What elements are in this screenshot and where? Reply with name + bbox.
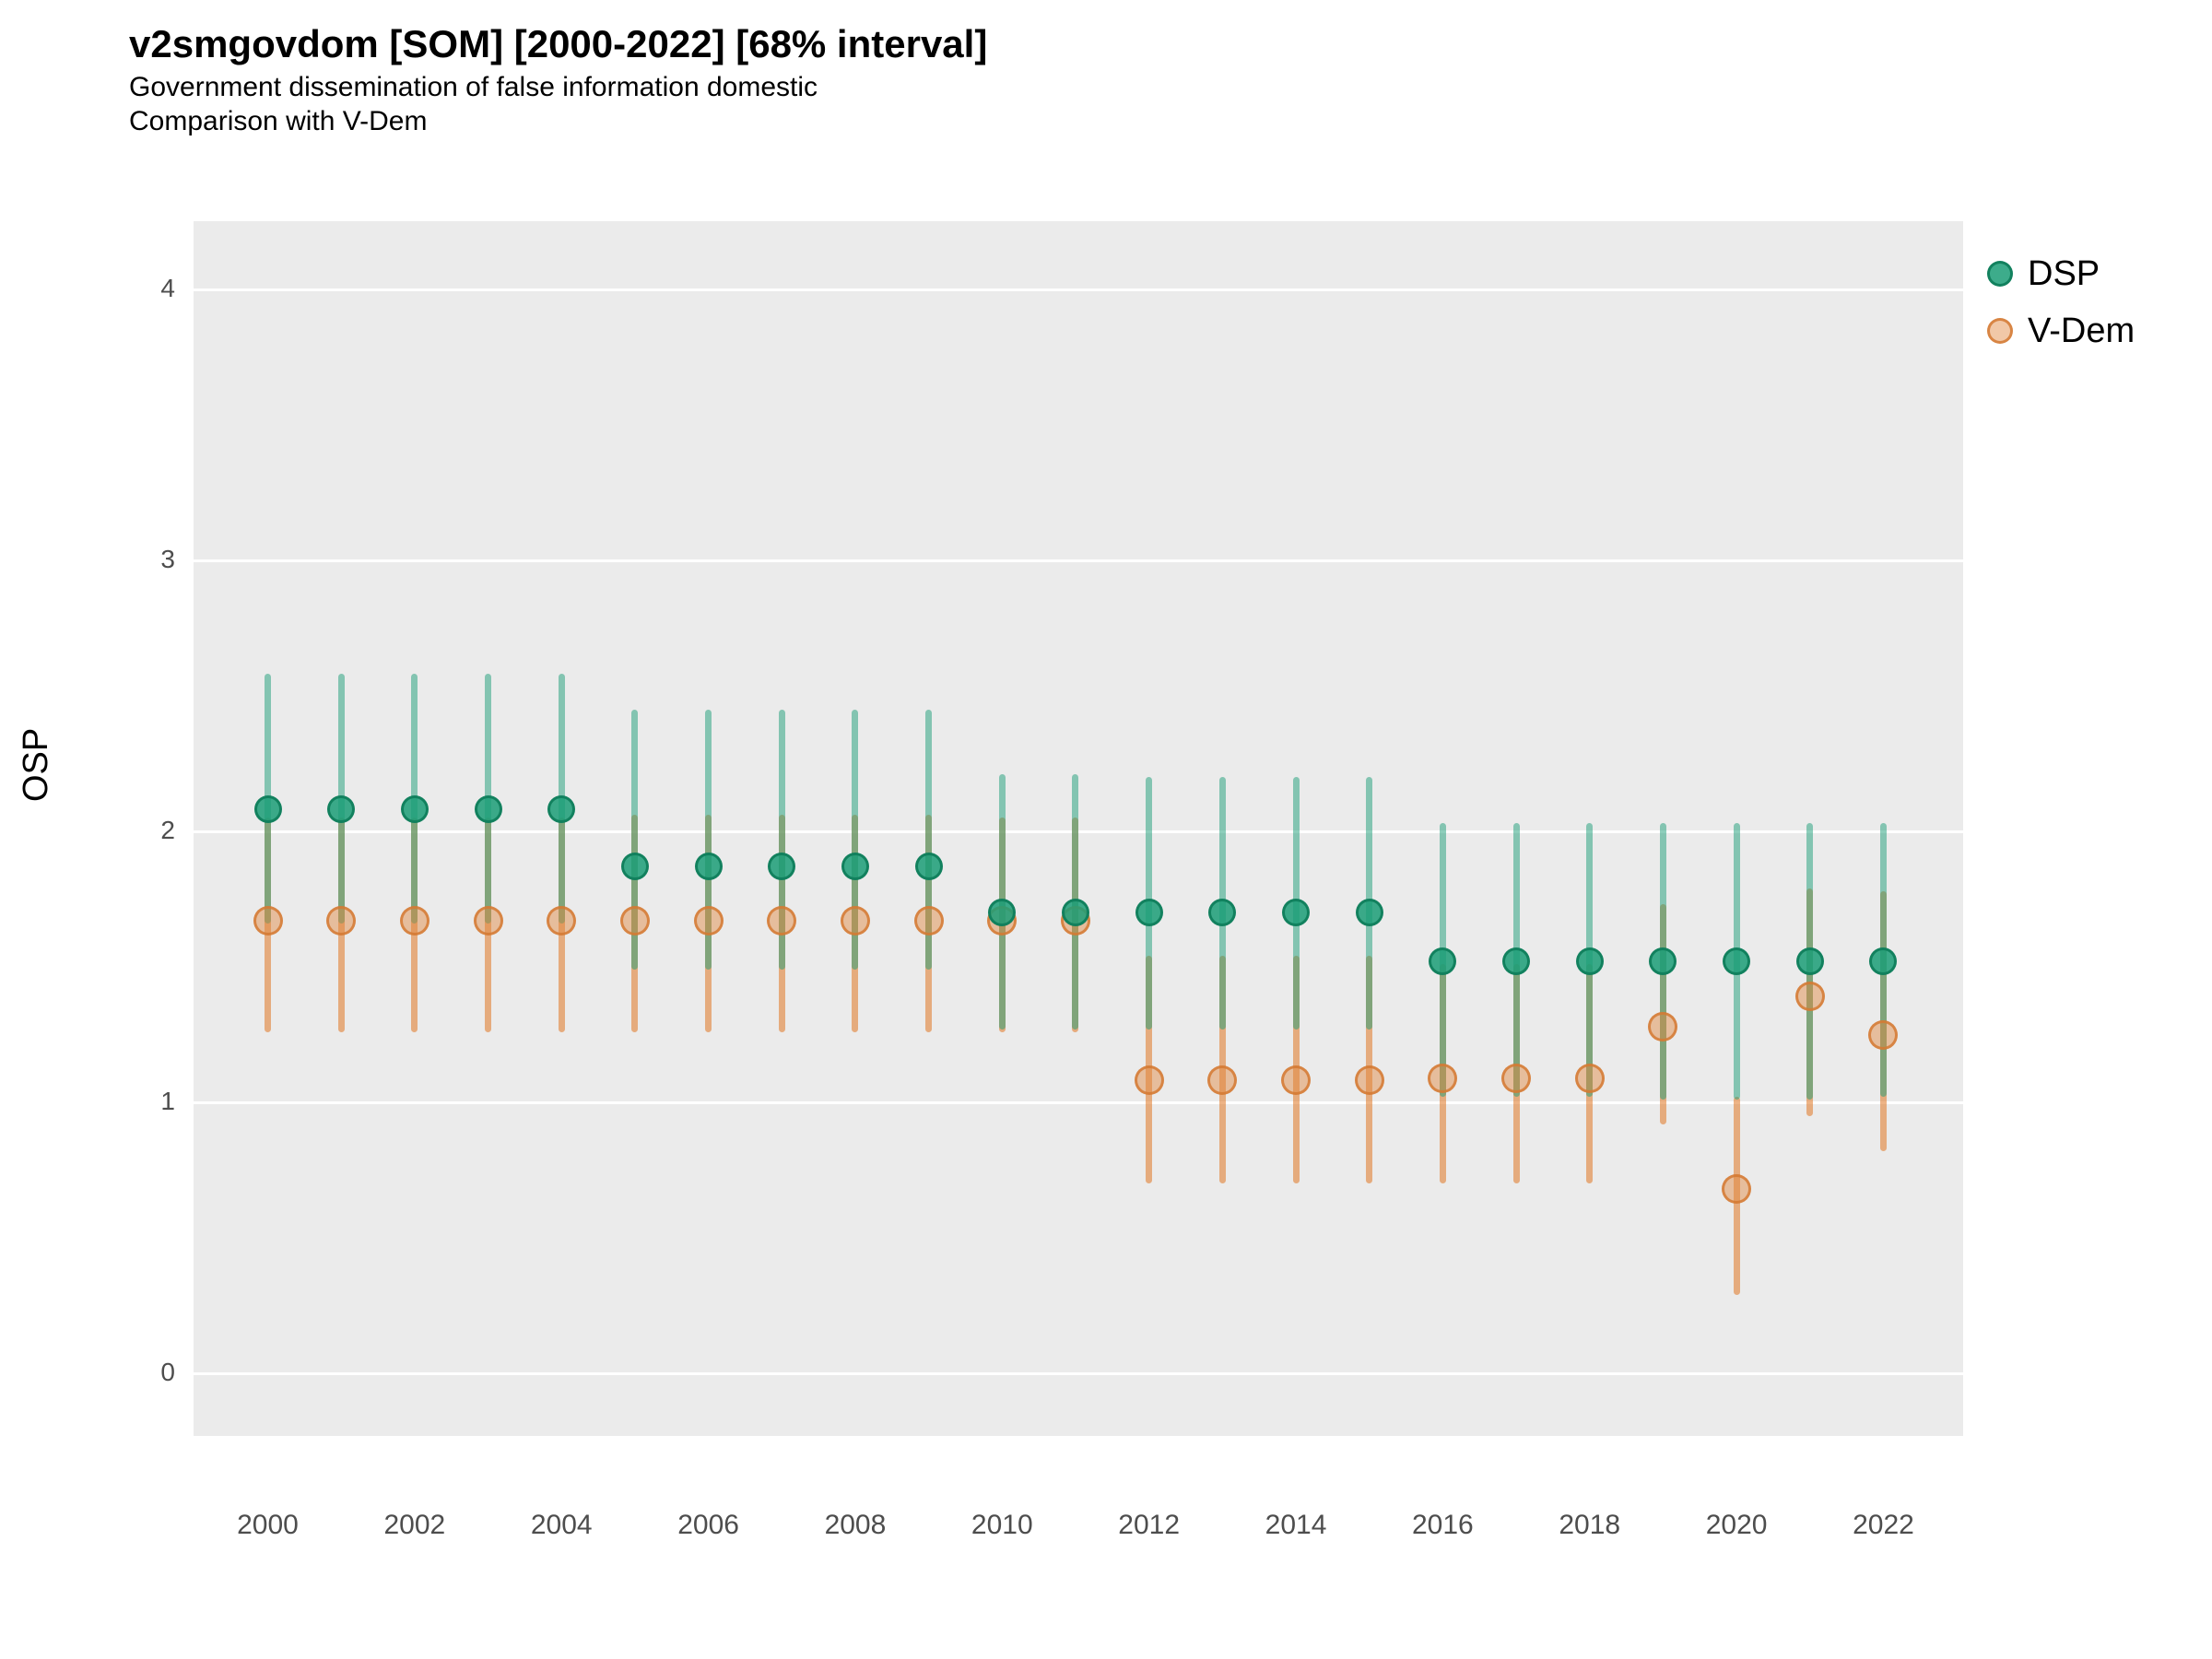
dsp-point xyxy=(1429,947,1457,976)
vdem-legend-swatch-icon xyxy=(1987,318,2013,344)
dsp-point xyxy=(547,795,576,824)
x-tick-label: 2008 xyxy=(824,1510,887,1540)
dsp-point xyxy=(620,853,649,881)
dsp-point xyxy=(400,795,429,824)
dsp-point xyxy=(327,795,356,824)
x-tick-label: 2018 xyxy=(1559,1510,1621,1540)
vdem-point xyxy=(767,906,797,936)
vdem-point xyxy=(1281,1065,1312,1096)
vdem-point xyxy=(913,906,944,936)
legend-item-dsp: DSP xyxy=(1987,245,2135,302)
dsp-point xyxy=(1649,947,1677,976)
gridline-y-4 xyxy=(194,288,1963,291)
vdem-point xyxy=(693,906,724,936)
vdem-point xyxy=(1574,1063,1605,1093)
x-tick-label: 2016 xyxy=(1412,1510,1474,1540)
dsp-point xyxy=(1208,899,1237,927)
chart-subtitle-line1: Government dissemination of false inform… xyxy=(129,72,818,102)
x-tick-label: 2020 xyxy=(1705,1510,1768,1540)
legend: DSP V-Dem xyxy=(1987,245,2135,359)
x-tick-label: 2000 xyxy=(237,1510,299,1540)
dsp-point xyxy=(1869,947,1898,976)
dsp-point xyxy=(1282,899,1311,927)
gridline-y-3 xyxy=(194,559,1963,562)
dsp-point xyxy=(768,853,796,881)
vdem-point xyxy=(473,906,503,936)
x-tick-label: 2022 xyxy=(1853,1510,1914,1540)
x-tick-label: 2014 xyxy=(1265,1510,1327,1540)
dsp-point xyxy=(1061,899,1089,927)
dsp-interval-bar xyxy=(925,709,933,970)
vdem-point xyxy=(1428,1063,1458,1093)
gridline-y-0 xyxy=(194,1371,1963,1375)
dsp-legend-label: DSP xyxy=(2028,253,2100,293)
vdem-point xyxy=(547,906,577,936)
x-tick-label: 2002 xyxy=(383,1510,446,1540)
vdem-point xyxy=(1354,1065,1384,1096)
dsp-interval-bar xyxy=(852,709,859,970)
y-tick-label: 2 xyxy=(160,816,175,844)
gridline-y-1 xyxy=(194,1100,1963,1104)
y-tick-label: 3 xyxy=(160,545,175,573)
y-tick-label: 0 xyxy=(160,1358,175,1386)
dsp-interval-bar xyxy=(705,709,712,970)
vdem-point xyxy=(1648,1011,1678,1041)
x-tick-label: 2010 xyxy=(971,1510,1033,1540)
vdem-point xyxy=(619,906,650,936)
dsp-point xyxy=(1355,899,1383,927)
vdem-point xyxy=(399,906,429,936)
dsp-point xyxy=(841,853,869,881)
dsp-point xyxy=(253,795,282,824)
vdem-point xyxy=(840,906,870,936)
dsp-point xyxy=(474,795,502,824)
dsp-point xyxy=(1135,899,1163,927)
dsp-interval-bar xyxy=(631,709,639,970)
vdem-point xyxy=(1134,1065,1164,1096)
dsp-point xyxy=(988,899,1017,927)
vdem-point xyxy=(1722,1174,1752,1205)
vdem-point xyxy=(1501,1063,1532,1093)
chart-subtitle-line2: Comparison with V-Dem xyxy=(129,106,428,136)
chart-title: v2smgovdom [SOM] [2000-2022] [68% interv… xyxy=(129,22,988,65)
x-tick-label: 2006 xyxy=(677,1510,739,1540)
dsp-point xyxy=(1795,947,1824,976)
dsp-interval-bar xyxy=(778,709,785,970)
y-tick-label: 1 xyxy=(160,1087,175,1115)
dsp-legend-swatch-icon xyxy=(1987,261,2013,287)
vdem-point xyxy=(1794,982,1825,1012)
x-tick-label: 2004 xyxy=(530,1510,593,1540)
legend-item-vdem: V-Dem xyxy=(1987,302,2135,359)
dsp-point xyxy=(694,853,723,881)
plot-panel xyxy=(194,221,1963,1436)
vdem-point xyxy=(326,906,357,936)
dsp-point xyxy=(1575,947,1604,976)
vdem-point xyxy=(253,906,283,936)
dsp-point xyxy=(1723,947,1751,976)
y-axis-title: OSP xyxy=(17,727,55,802)
vdem-point xyxy=(1207,1065,1238,1096)
dsp-point xyxy=(914,853,943,881)
vdem-legend-label: V-Dem xyxy=(2028,311,2136,350)
x-tick-label: 2012 xyxy=(1118,1510,1181,1540)
y-tick-label: 4 xyxy=(160,274,175,302)
dsp-point xyxy=(1502,947,1531,976)
vdem-point xyxy=(1868,1019,1899,1050)
